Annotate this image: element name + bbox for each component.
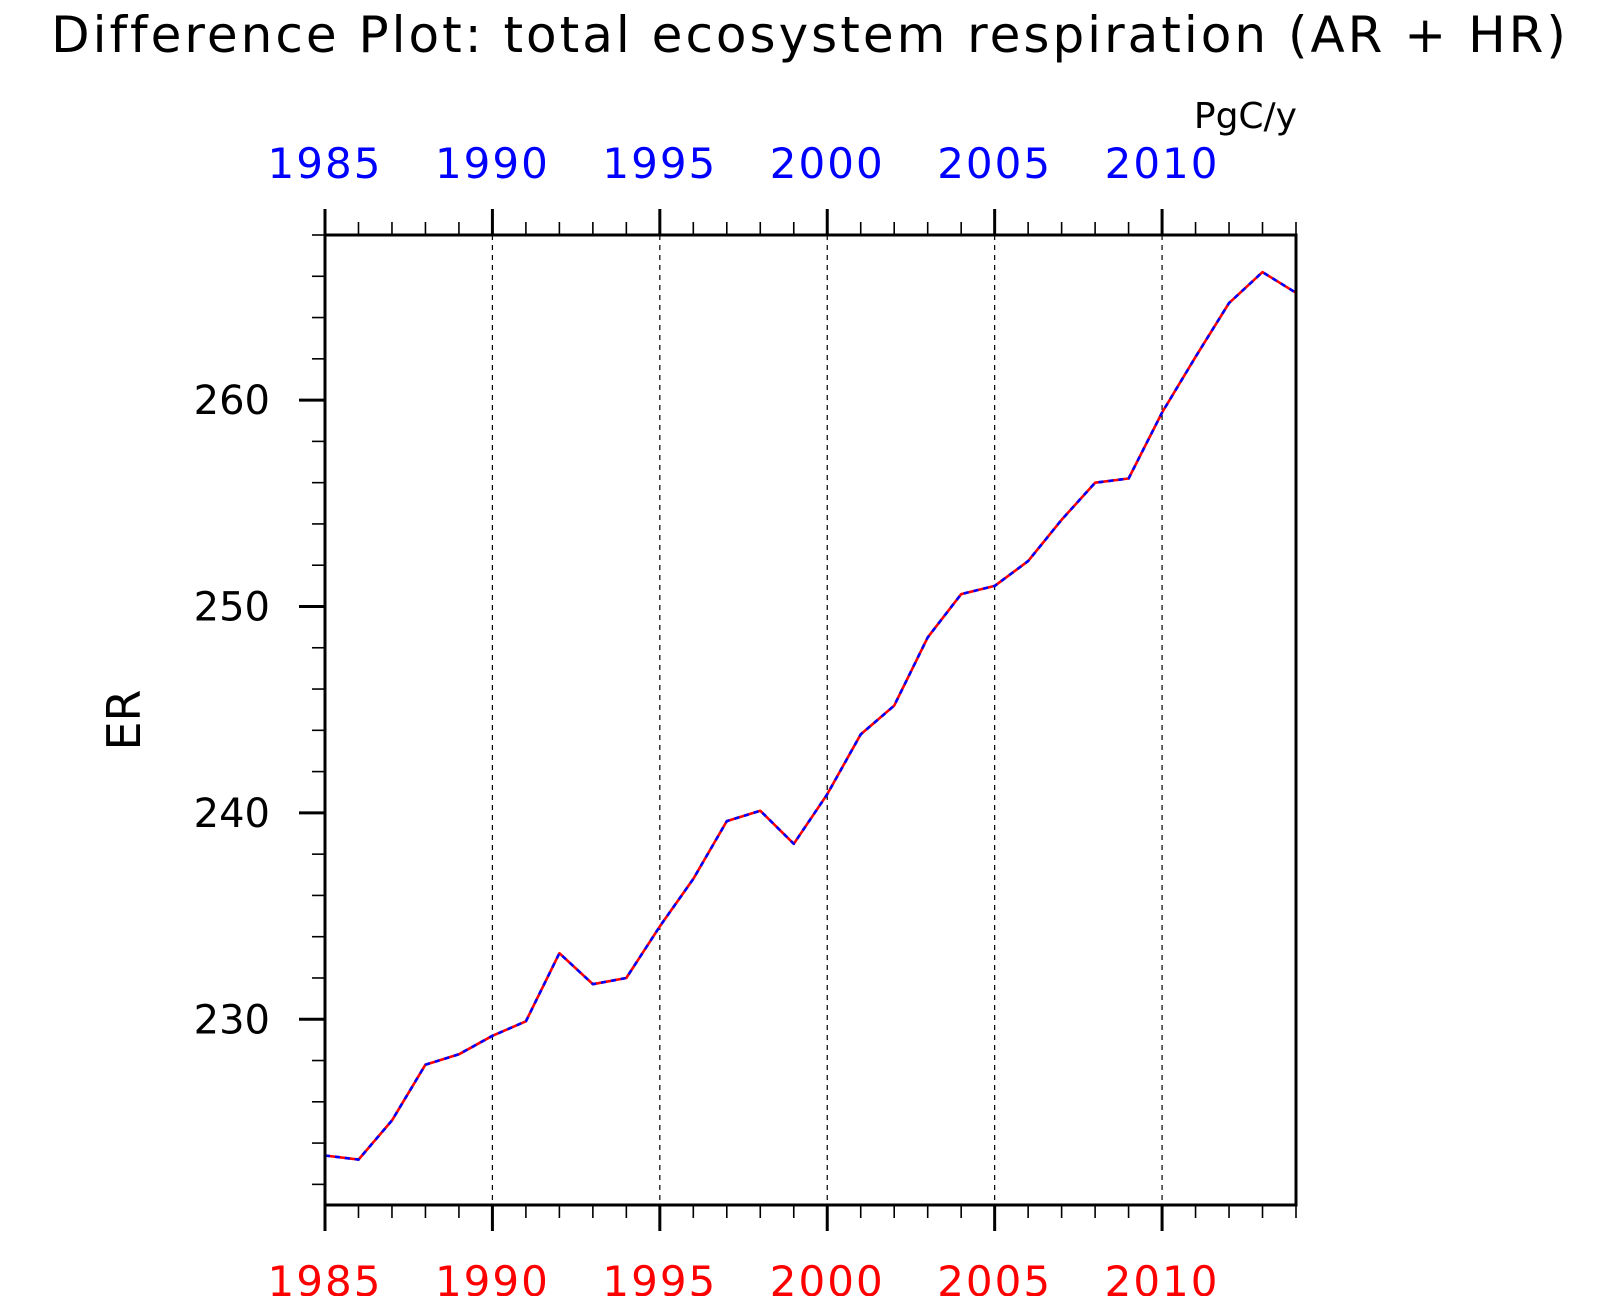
x-tick-label-bottom-1995: 1995	[602, 1257, 717, 1296]
ticks	[299, 209, 1297, 1231]
x-tick-label-top-1990: 1990	[435, 139, 550, 188]
grid	[491, 235, 1163, 1205]
x-tick-label-top-2010: 2010	[1105, 139, 1220, 188]
units-label: PgC/y	[1194, 96, 1297, 137]
y-tick-label-260: 260	[194, 378, 270, 424]
x-tick-label-bottom-2010: 2010	[1105, 1257, 1220, 1296]
series-line-1	[324, 270, 1297, 1161]
chart-title: Difference Plot: total ecosystem respira…	[51, 6, 1569, 64]
series-layer	[324, 270, 1297, 1161]
x-tick-label-bottom-1985: 1985	[268, 1257, 383, 1296]
x-tick-label-top-1985: 1985	[268, 139, 383, 188]
y-tick-label-240: 240	[194, 791, 270, 837]
x-tick-label-top-2005: 2005	[937, 139, 1052, 188]
x-tick-label-bottom-2005: 2005	[937, 1257, 1052, 1296]
tick-labels: 1985 1985 1990 1990 1995 1995 2000 2000 2005 2005…	[194, 139, 1220, 1296]
x-tick-label-bottom-2000: 2000	[770, 1257, 885, 1296]
x-tick-label-top-2000: 2000	[770, 139, 885, 188]
y-tick-label-230: 230	[194, 997, 270, 1043]
x-tick-label-top-1995: 1995	[602, 139, 717, 188]
y-axis-label: ER	[97, 689, 151, 750]
plot-frame	[323, 233, 1298, 1207]
series-line-2	[324, 270, 1297, 1161]
y-tick-label-250: 250	[194, 584, 270, 630]
x-tick-label-bottom-1990: 1990	[435, 1257, 550, 1296]
